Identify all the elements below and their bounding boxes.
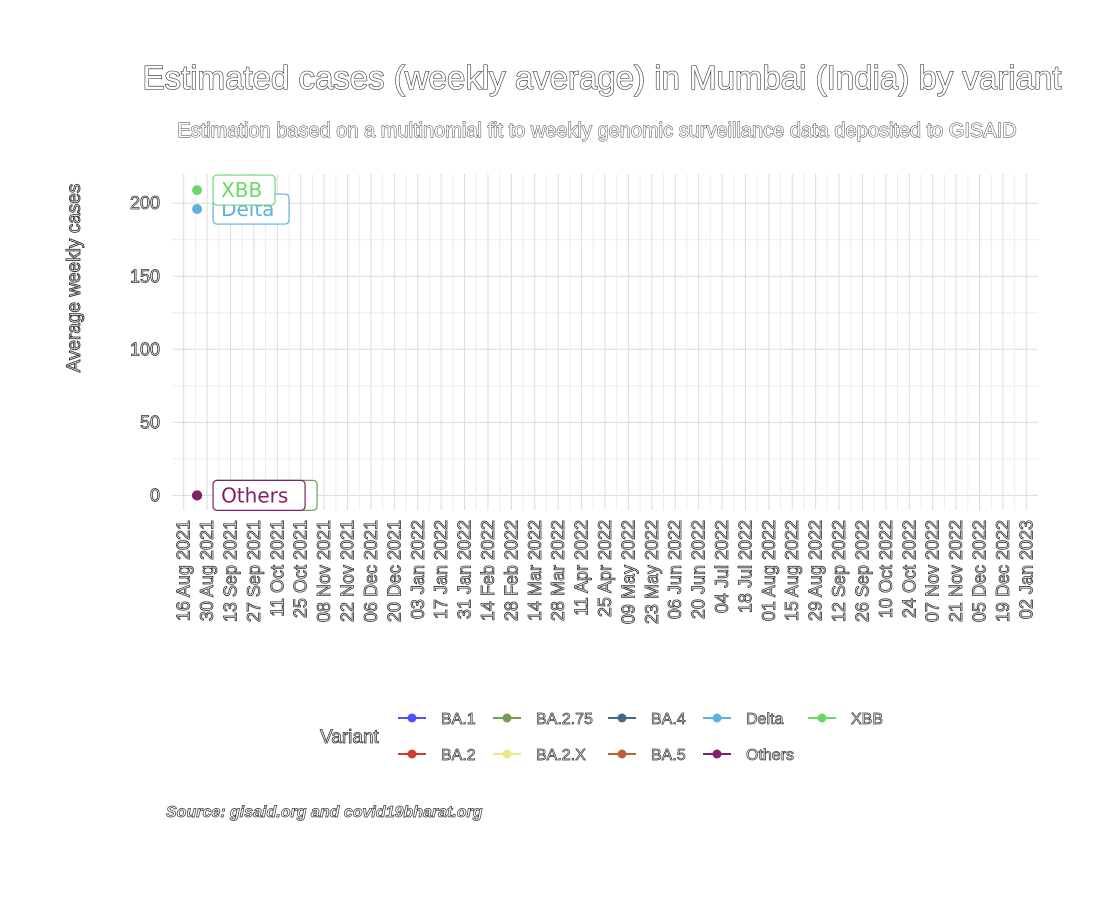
legend-marker [407,713,417,723]
point-label-text: XBB [221,178,262,202]
x-tick-label: 14 Mar 2022 [525,520,545,621]
x-tick-label: 16 Aug 2021 [174,520,194,621]
x-tick-label: 17 Jan 2022 [431,520,451,619]
data-point-xbb [192,185,203,196]
y-tick-label: 200 [130,193,160,213]
x-tick-label: 18 Jul 2022 [735,520,755,613]
chart-subtitle: Estimation based on a multinomial fit to… [177,120,1016,142]
x-tick-label: 09 May 2022 [618,520,638,624]
legend-item-delta: Delta [703,711,784,728]
legend-item-ba-2: BA.2 [398,747,476,764]
legend-label: XBB [851,711,883,728]
x-tick-label: 07 Nov 2022 [923,520,943,622]
y-tick-label: 0 [150,485,160,505]
legend-item-ba-4: BA.4 [608,711,686,728]
data-point-delta [192,204,203,215]
x-tick-label: 15 Aug 2022 [782,520,802,621]
x-tick-label: 29 Aug 2022 [806,520,826,621]
x-tick-label: 10 Oct 2022 [876,520,896,618]
x-tick-label: 19 Dec 2022 [993,520,1013,622]
y-tick-label: 150 [130,266,160,286]
legend-item-others: Others [703,747,794,764]
legend-marker [617,713,627,723]
legend-marker [712,713,722,723]
x-tick-label: 31 Jan 2022 [455,520,475,619]
point-label-xbb: XBB [212,174,276,206]
x-tick-label: 13 Sep 2021 [221,520,241,622]
x-tick-label: 01 Aug 2022 [759,520,779,621]
legend-label: Others [746,747,794,764]
x-tick-label: 30 Aug 2021 [197,520,217,621]
x-tick-label: 23 May 2022 [642,520,662,624]
x-tick-label: 05 Dec 2022 [969,520,989,622]
legend-item-ba-1: BA.1 [398,711,476,728]
data-points [192,185,203,501]
legend-item-ba-5: BA.5 [608,747,686,764]
legend: BA.1 BA.2 BA.2.75 BA.2.X BA.4 BA.5 Delta Others… [398,711,883,764]
legend-label: BA.2.75 [536,711,593,728]
x-tick-label: 02 Jan 2023 [1016,520,1036,619]
legend-label: BA.2.X [536,747,586,764]
legend-marker [817,713,827,723]
x-tick-label: 26 Sep 2022 [852,520,872,622]
data-point-others [192,490,203,501]
point-label-others: Others [212,479,306,511]
point-label-box [212,174,276,206]
legend-label: Delta [746,711,783,728]
x-tick-label: 25 Apr 2022 [595,520,615,617]
x-tick-label: 11 Apr 2022 [572,520,592,616]
point-label-box [212,479,306,511]
x-tick-label: 11 Oct 2021 [267,520,287,617]
legend-marker [712,749,722,759]
legend-marker [502,713,512,723]
legend-item-xbb: XBB [808,711,883,728]
x-tick-label: 08 Nov 2021 [314,520,334,622]
point-labels: BA.2.75DeltaXBBOthers [212,174,318,511]
legend-label: BA.4 [651,711,686,728]
legend-item-ba-2-x: BA.2.X [493,747,586,764]
x-tick-label: 06 Jun 2022 [665,520,685,619]
grid [172,174,1038,510]
chart-title: Estimated cases (weekly average) in Mumb… [143,59,1062,96]
x-tick-label: 27 Sep 2021 [244,520,264,622]
x-tick-label: 04 Jul 2022 [712,520,732,613]
x-tick-label: 28 Feb 2022 [501,520,521,621]
x-tick-label: 28 Mar 2022 [548,520,568,621]
legend-item-ba-2-75: BA.2.75 [493,711,593,728]
chart-caption: Source: gisaid.org and covid19bharat.org [166,804,483,821]
x-tick-label: 06 Dec 2021 [361,520,381,622]
legend-title: Variant [320,727,380,748]
y-axis-ticks: 0 50 100 150 200 [130,193,161,506]
y-tick-label: 50 [140,412,160,432]
x-tick-label: 20 Jun 2022 [689,520,709,619]
x-tick-label: 24 Oct 2022 [899,520,919,618]
legend-marker [407,749,417,759]
legend-label: BA.1 [441,711,476,728]
legend-label: BA.5 [651,747,686,764]
y-axis-title: Average weekly cases [64,184,85,373]
x-tick-label: 03 Jan 2022 [408,520,428,619]
x-tick-label: 14 Feb 2022 [478,520,498,621]
legend-marker [502,749,512,759]
x-tick-label: 22 Nov 2021 [338,520,358,622]
x-tick-label: 21 Nov 2022 [946,520,966,622]
x-tick-label: 25 Oct 2021 [291,520,311,618]
x-axis-ticks: 16 Aug 2021 30 Aug 2021 13 Sep 2021 27 Sep … [173,520,1036,625]
x-tick-label: 12 Sep 2022 [829,520,849,622]
legend-label: BA.2 [441,747,476,764]
y-tick-label: 100 [130,339,160,359]
x-tick-label: 20 Dec 2021 [384,520,404,622]
legend-marker [617,749,627,759]
point-label-text: Others [221,483,288,507]
